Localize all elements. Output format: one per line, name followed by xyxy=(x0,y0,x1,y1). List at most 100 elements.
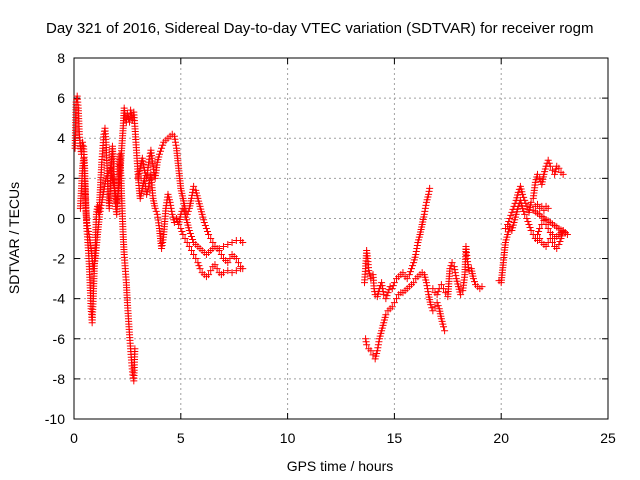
data-point xyxy=(382,311,390,319)
data-point xyxy=(369,351,377,359)
data-point xyxy=(446,265,454,273)
data-point xyxy=(544,224,552,232)
data-point xyxy=(413,242,421,250)
data-point xyxy=(429,307,437,315)
data-point xyxy=(232,255,240,263)
data-point xyxy=(501,224,509,232)
data-point xyxy=(522,199,530,207)
data-point xyxy=(433,291,441,299)
data-point xyxy=(511,199,519,207)
data-point xyxy=(375,338,383,346)
data-point xyxy=(166,198,174,206)
x-tick-label: 20 xyxy=(493,430,509,446)
data-point xyxy=(83,221,91,229)
data-point xyxy=(469,275,477,283)
data-point xyxy=(405,271,413,279)
data-point xyxy=(84,224,92,232)
data-point xyxy=(171,135,179,143)
data-point xyxy=(385,286,393,294)
data-point xyxy=(542,243,550,251)
data-point xyxy=(521,196,529,204)
data-point xyxy=(234,259,242,267)
data-point xyxy=(226,255,234,263)
data-point xyxy=(434,302,442,310)
data-point xyxy=(434,288,442,296)
data-point xyxy=(555,241,563,249)
data-point xyxy=(410,279,418,287)
data-point xyxy=(451,269,459,277)
data-point xyxy=(211,261,219,269)
data-point xyxy=(224,241,232,249)
y-tick-label: 6 xyxy=(57,90,65,106)
data-point xyxy=(464,258,472,266)
data-point xyxy=(514,188,522,196)
y-tick-label: -8 xyxy=(53,371,66,387)
data-point xyxy=(374,341,382,349)
data-point xyxy=(388,303,396,311)
data-point xyxy=(239,239,247,247)
data-point xyxy=(399,269,407,277)
series-track-I xyxy=(501,156,567,232)
y-tick-label: 8 xyxy=(57,50,65,66)
data-point xyxy=(84,227,92,235)
data-point xyxy=(427,301,435,309)
data-point xyxy=(181,235,189,242)
series-track-B xyxy=(76,104,247,273)
x-tick-label: 25 xyxy=(600,430,616,446)
data-point xyxy=(187,232,195,240)
data-point xyxy=(540,206,548,214)
data-point xyxy=(190,182,198,190)
data-point xyxy=(145,182,153,190)
data-point xyxy=(209,239,217,247)
data-point xyxy=(548,239,556,247)
data-point xyxy=(97,204,105,212)
data-point xyxy=(524,217,532,225)
data-point xyxy=(428,304,436,312)
data-point xyxy=(406,268,414,276)
data-point xyxy=(448,259,456,267)
data-point xyxy=(553,245,561,253)
data-point xyxy=(207,235,215,242)
data-point xyxy=(413,245,421,253)
x-tick-label: 10 xyxy=(280,430,296,446)
data-point xyxy=(237,265,245,273)
data-point xyxy=(422,201,430,209)
data-point xyxy=(508,208,516,216)
data-point xyxy=(168,207,176,215)
data-point xyxy=(152,207,160,215)
series-track-J xyxy=(529,200,571,242)
data-point xyxy=(187,247,195,255)
data-point xyxy=(145,158,153,166)
data-point xyxy=(186,229,194,237)
data-point xyxy=(422,279,430,287)
data-point xyxy=(520,193,528,201)
data-point xyxy=(378,282,386,290)
data-point xyxy=(177,224,185,232)
data-point xyxy=(139,160,147,168)
data-point xyxy=(421,204,429,212)
data-point xyxy=(409,262,417,270)
data-point xyxy=(224,267,232,275)
data-point xyxy=(96,210,104,218)
data-point xyxy=(390,279,398,287)
data-point xyxy=(388,285,396,293)
data-point xyxy=(507,211,515,219)
data-point xyxy=(189,236,197,244)
data-point xyxy=(471,278,478,286)
data-point xyxy=(393,295,401,303)
data-point xyxy=(228,239,236,247)
data-point xyxy=(529,206,537,214)
data-point xyxy=(362,335,370,343)
data-point xyxy=(527,198,535,206)
data-point xyxy=(424,288,432,296)
data-point xyxy=(179,230,187,238)
data-point xyxy=(421,207,429,215)
data-point xyxy=(373,347,381,355)
data-point xyxy=(407,265,415,273)
data-point xyxy=(525,220,533,228)
data-point xyxy=(190,251,198,259)
data-point xyxy=(167,204,175,212)
series-track-G xyxy=(429,243,486,301)
data-point xyxy=(187,194,195,202)
